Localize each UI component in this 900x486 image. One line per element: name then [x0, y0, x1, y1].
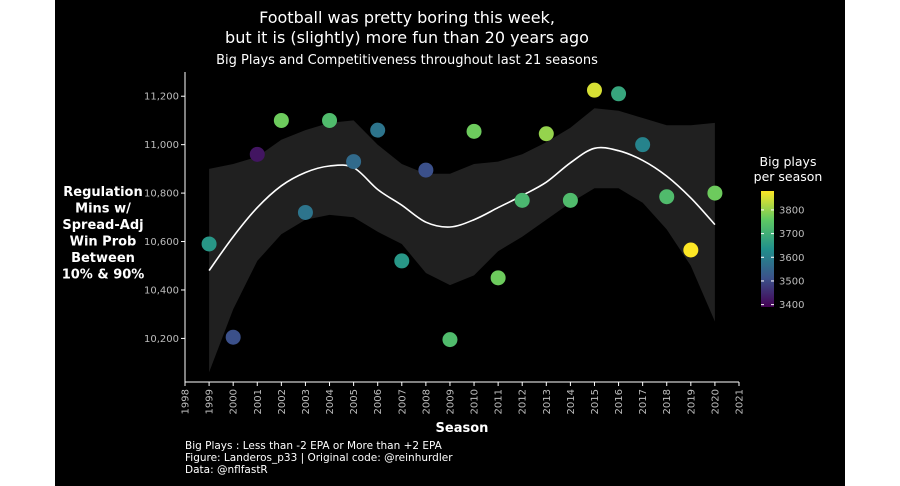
x-tick-label: 2000 [229, 389, 240, 414]
x-tick-label: 2007 [397, 389, 408, 414]
legend-tick-label: 3600 [779, 253, 804, 264]
x-tick-label: 2018 [662, 389, 673, 414]
chart-panel: Football was pretty boring this week, bu… [55, 0, 845, 486]
x-tick-label: 2019 [686, 389, 697, 414]
x-tick-label: 1998 [181, 389, 192, 414]
data-point [394, 253, 410, 269]
data-point [611, 86, 627, 102]
y-tick-label: 10,600 [144, 237, 179, 248]
y-axis-title-line: Win Prob [70, 235, 137, 250]
x-tick-label: 2015 [590, 389, 601, 414]
x-axis-title: Season [436, 421, 489, 436]
x-tick-label: 2003 [301, 389, 312, 414]
x-tick-label: 2016 [614, 389, 625, 414]
x-tick-label: 2012 [518, 389, 529, 414]
x-tick-label: 2013 [542, 389, 553, 414]
chart-title-line-2: but it is (slightly) more fun than 20 ye… [225, 28, 589, 47]
x-tick-label: 2021 [735, 389, 746, 414]
data-point [683, 242, 699, 258]
y-axis-title-line: Between [71, 251, 135, 266]
legend-tick-label: 3500 [779, 276, 804, 287]
x-tick-label: 2009 [445, 389, 456, 414]
y-axis-title-line: Regulation [63, 185, 142, 200]
data-point [201, 236, 217, 252]
x-tick-label: 2011 [494, 389, 505, 414]
data-point [490, 270, 506, 286]
y-tick-label: 11,000 [144, 140, 179, 151]
data-point [466, 123, 482, 139]
x-tick-label: 2006 [373, 389, 384, 414]
legend-tick-label: 3700 [779, 229, 804, 240]
legend-tick-label: 3400 [779, 300, 804, 311]
chart-svg: Football was pretty boring this week, bu… [62, 8, 823, 476]
y-tick-label: 10,800 [144, 189, 179, 200]
data-point [707, 185, 723, 201]
y-tick-label: 11,200 [144, 92, 179, 103]
x-tick-label: 2002 [277, 389, 288, 414]
y-axis-title-line: Spread-Adj [62, 218, 143, 233]
data-point [322, 112, 338, 128]
data-point [346, 154, 362, 170]
data-point [273, 112, 289, 128]
caption-line: Big Plays : Less than -2 EPA or More tha… [185, 440, 443, 452]
data-point [418, 162, 434, 178]
y-tick-label: 10,200 [144, 334, 179, 345]
x-tick-label: 1999 [205, 389, 216, 414]
x-tick-label: 2014 [566, 389, 577, 414]
data-point [586, 82, 602, 98]
x-tick-label: 2017 [638, 389, 649, 414]
legend-colorbar [761, 191, 774, 307]
x-tick-label: 2001 [253, 389, 264, 414]
data-point [659, 189, 675, 205]
x-tick-label: 2005 [349, 389, 360, 414]
chart-subtitle: Big Plays and Competitiveness throughout… [216, 53, 598, 68]
trend-line [208, 146, 716, 272]
legend-title-line: Big plays [760, 154, 817, 169]
chart-title-line-1: Football was pretty boring this week, [259, 8, 555, 27]
data-point [562, 192, 578, 208]
confidence-band [209, 108, 715, 373]
data-point [249, 146, 265, 162]
data-point [538, 126, 554, 142]
legend-tick-label: 3800 [779, 205, 804, 216]
y-tick-label: 10,400 [144, 285, 179, 296]
data-point [635, 137, 651, 153]
x-tick-label: 2010 [470, 389, 481, 414]
data-point [297, 204, 313, 220]
caption-line: Figure: Landeros_p33 | Original code: @r… [185, 452, 453, 464]
data-point [514, 192, 530, 208]
y-axis-title-line: Mins w/ [75, 202, 131, 217]
x-tick-label: 2004 [325, 389, 336, 414]
data-point [442, 332, 458, 348]
caption-line: Data: @nflfastR [185, 464, 268, 476]
data-point [370, 122, 386, 138]
y-axis-title-line: 10% & 90% [62, 268, 145, 283]
legend-title-line: per season [754, 169, 823, 184]
data-point [225, 329, 241, 345]
x-tick-label: 2008 [421, 389, 432, 414]
x-tick-label: 2020 [710, 389, 721, 414]
